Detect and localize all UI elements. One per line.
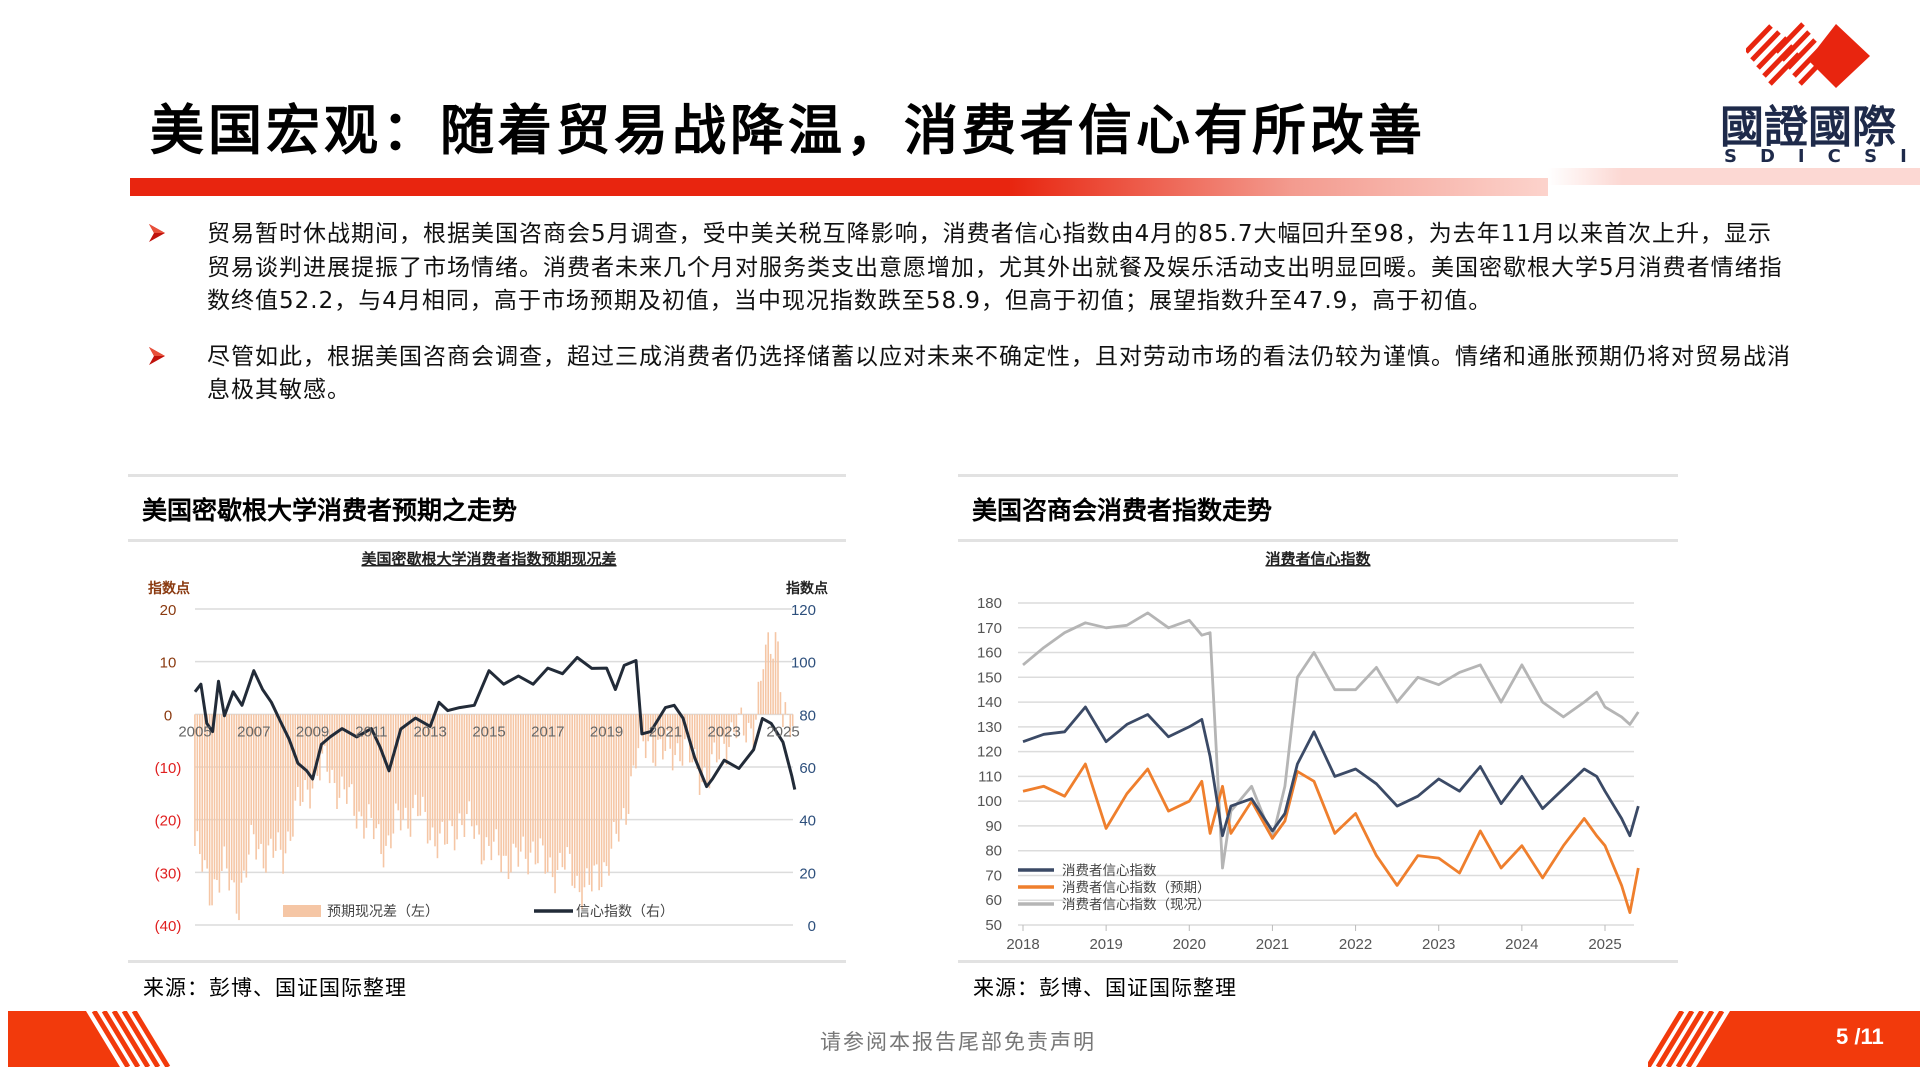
line-series: [193, 656, 797, 790]
y-left-tick: 0: [164, 707, 172, 724]
conference-board-chart: 消费者信心指数 180 170 160 150 140 130 120 110 100 90 80 70…: [977, 550, 1640, 953]
y-tick: 60: [985, 892, 1002, 909]
panel-divider: [958, 960, 1678, 963]
bullet-text: 贸易暂时休战期间，根据美国咨商会5月调查，受中美关税互降影响，消费者信心指数由4…: [207, 221, 1783, 314]
y-tick: 160: [977, 645, 1002, 662]
line-series: [1022, 762, 1640, 914]
panel-divider: [128, 960, 846, 963]
logo-chinese-name: 國證國際: [1720, 102, 1896, 153]
x-tick: 2021: [1256, 936, 1289, 953]
y-tick: 90: [985, 818, 1002, 835]
y-tick: 180: [977, 595, 1002, 612]
y-left-tick: (20): [155, 813, 182, 830]
sdicsi-logo-icon: [1746, 22, 1870, 88]
logo-english-name: SDICSI: [1724, 146, 1920, 167]
legend-label: 信心指数（右）: [576, 904, 674, 920]
y-right-tick: 60: [799, 760, 816, 777]
legend-label: 消费者信心指数: [1062, 863, 1157, 879]
arrow-bullet-icon: [149, 346, 165, 365]
footer-stripe-decoration: [8, 1011, 171, 1067]
x-tick: 2024: [1505, 936, 1538, 953]
bullet-text: 尽管如此，根据美国咨商会调查，超过三成消费者仍选择储蓄以应对未来不确定性，且对劳…: [207, 343, 1791, 404]
y-left-tick: 20: [160, 602, 177, 619]
y-tick: 130: [977, 719, 1002, 736]
legend-swatch: [283, 905, 321, 917]
company-logo: 國證國際 SDICSI: [1710, 10, 1920, 166]
x-tick: 2019: [590, 723, 623, 740]
x-tick: 2023: [708, 723, 741, 740]
bullet-item: 贸易暂时休战期间，根据美国咨商会5月调查，受中美关税互降影响，消费者信心指数由4…: [145, 218, 1795, 319]
y-left-tick: (10): [155, 760, 182, 777]
disclaimer-note: 请参阅本报告尾部免责声明: [820, 1030, 1096, 1054]
y-left-tick: (30): [155, 865, 182, 882]
y-tick: 150: [977, 669, 1002, 686]
x-tick: 2021: [649, 723, 682, 740]
panel-heading: 美国密歇根大学消费者预期之走势: [142, 496, 518, 525]
legend-label: 预期现况差（左）: [327, 904, 439, 920]
panel-divider: [958, 539, 1678, 542]
line-series: [1022, 611, 1640, 870]
title-underline-fade: [1548, 168, 1920, 185]
y-tick: 120: [977, 744, 1002, 761]
bullet-item: 尽管如此，根据美国咨商会调查，超过三成消费者仍选择储蓄以应对未来不确定性，且对劳…: [145, 341, 1795, 408]
chart-panel-conference-board: 美国咨商会消费者指数走势: [958, 474, 1678, 542]
source-caption: 来源：彭博、国证国际整理: [143, 976, 407, 1000]
y-tick: 80: [985, 843, 1002, 860]
x-tick: 2025: [766, 723, 799, 740]
page-title: 美国宏观：随着贸易战降温，消费者信心有所改善: [150, 98, 1426, 162]
chart-title: 消费者信心指数: [1265, 550, 1371, 568]
panel-heading: 美国咨商会消费者指数走势: [972, 496, 1273, 525]
y-left-tick: (40): [155, 918, 182, 935]
x-tick: 2009: [296, 723, 329, 740]
y-right-axis-label: 指数点: [786, 580, 828, 597]
y-right-tick: 40: [799, 813, 816, 830]
legend-label: 消费者信心指数（预期）: [1062, 880, 1211, 896]
title-underline-bar: [130, 178, 1548, 196]
y-right-tick: 0: [808, 918, 816, 935]
x-tick: 2020: [1173, 936, 1206, 953]
y-tick: 50: [985, 917, 1002, 934]
x-tick: 2013: [414, 723, 447, 740]
x-tick: 2023: [1422, 936, 1455, 953]
x-tick: 2019: [1089, 936, 1122, 953]
source-caption: 来源：彭博、国证国际整理: [973, 976, 1237, 1000]
x-tick: 2005: [178, 723, 211, 740]
y-right-tick: 80: [799, 707, 816, 724]
y-tick: 140: [977, 694, 1002, 711]
y-tick: 100: [977, 793, 1002, 810]
x-tick: 2017: [531, 723, 564, 740]
x-tick: 2011: [355, 723, 387, 740]
chart-title: 美国密歇根大学消费者指数预期现况差: [361, 550, 616, 568]
y-tick: 110: [978, 768, 1002, 785]
panel-divider: [128, 539, 846, 542]
legend-label: 消费者信心指数（现况）: [1062, 897, 1211, 913]
y-tick: 170: [977, 620, 1002, 637]
x-tick: 2022: [1339, 936, 1372, 953]
x-tick: 2018: [1006, 936, 1039, 953]
x-tick: 2007: [237, 723, 270, 740]
bar-series: [194, 632, 794, 921]
y-right-tick: 20: [799, 865, 816, 882]
panel-divider: [958, 474, 1678, 477]
y-tick: 70: [985, 867, 1002, 884]
x-tick: 2025: [1588, 936, 1621, 953]
y-right-tick: 100: [791, 655, 816, 672]
x-tick: 2015: [472, 723, 505, 740]
page-number: 5 /11: [1836, 1024, 1884, 1049]
y-left-tick: 10: [160, 655, 177, 672]
y-left-axis-label: 指数点: [148, 580, 190, 597]
panel-divider: [128, 474, 846, 477]
chart-panel-michigan: 美国密歇根大学消费者预期之走势: [128, 474, 846, 542]
footer-stripe-decoration: [1648, 1011, 1920, 1067]
arrow-bullet-icon: [149, 224, 165, 242]
y-right-tick: 120: [791, 602, 816, 619]
bullet-list: 贸易暂时休战期间，根据美国咨商会5月调查，受中美关税互降影响，消费者信心指数由4…: [145, 218, 1795, 430]
line-series: [1022, 705, 1640, 838]
